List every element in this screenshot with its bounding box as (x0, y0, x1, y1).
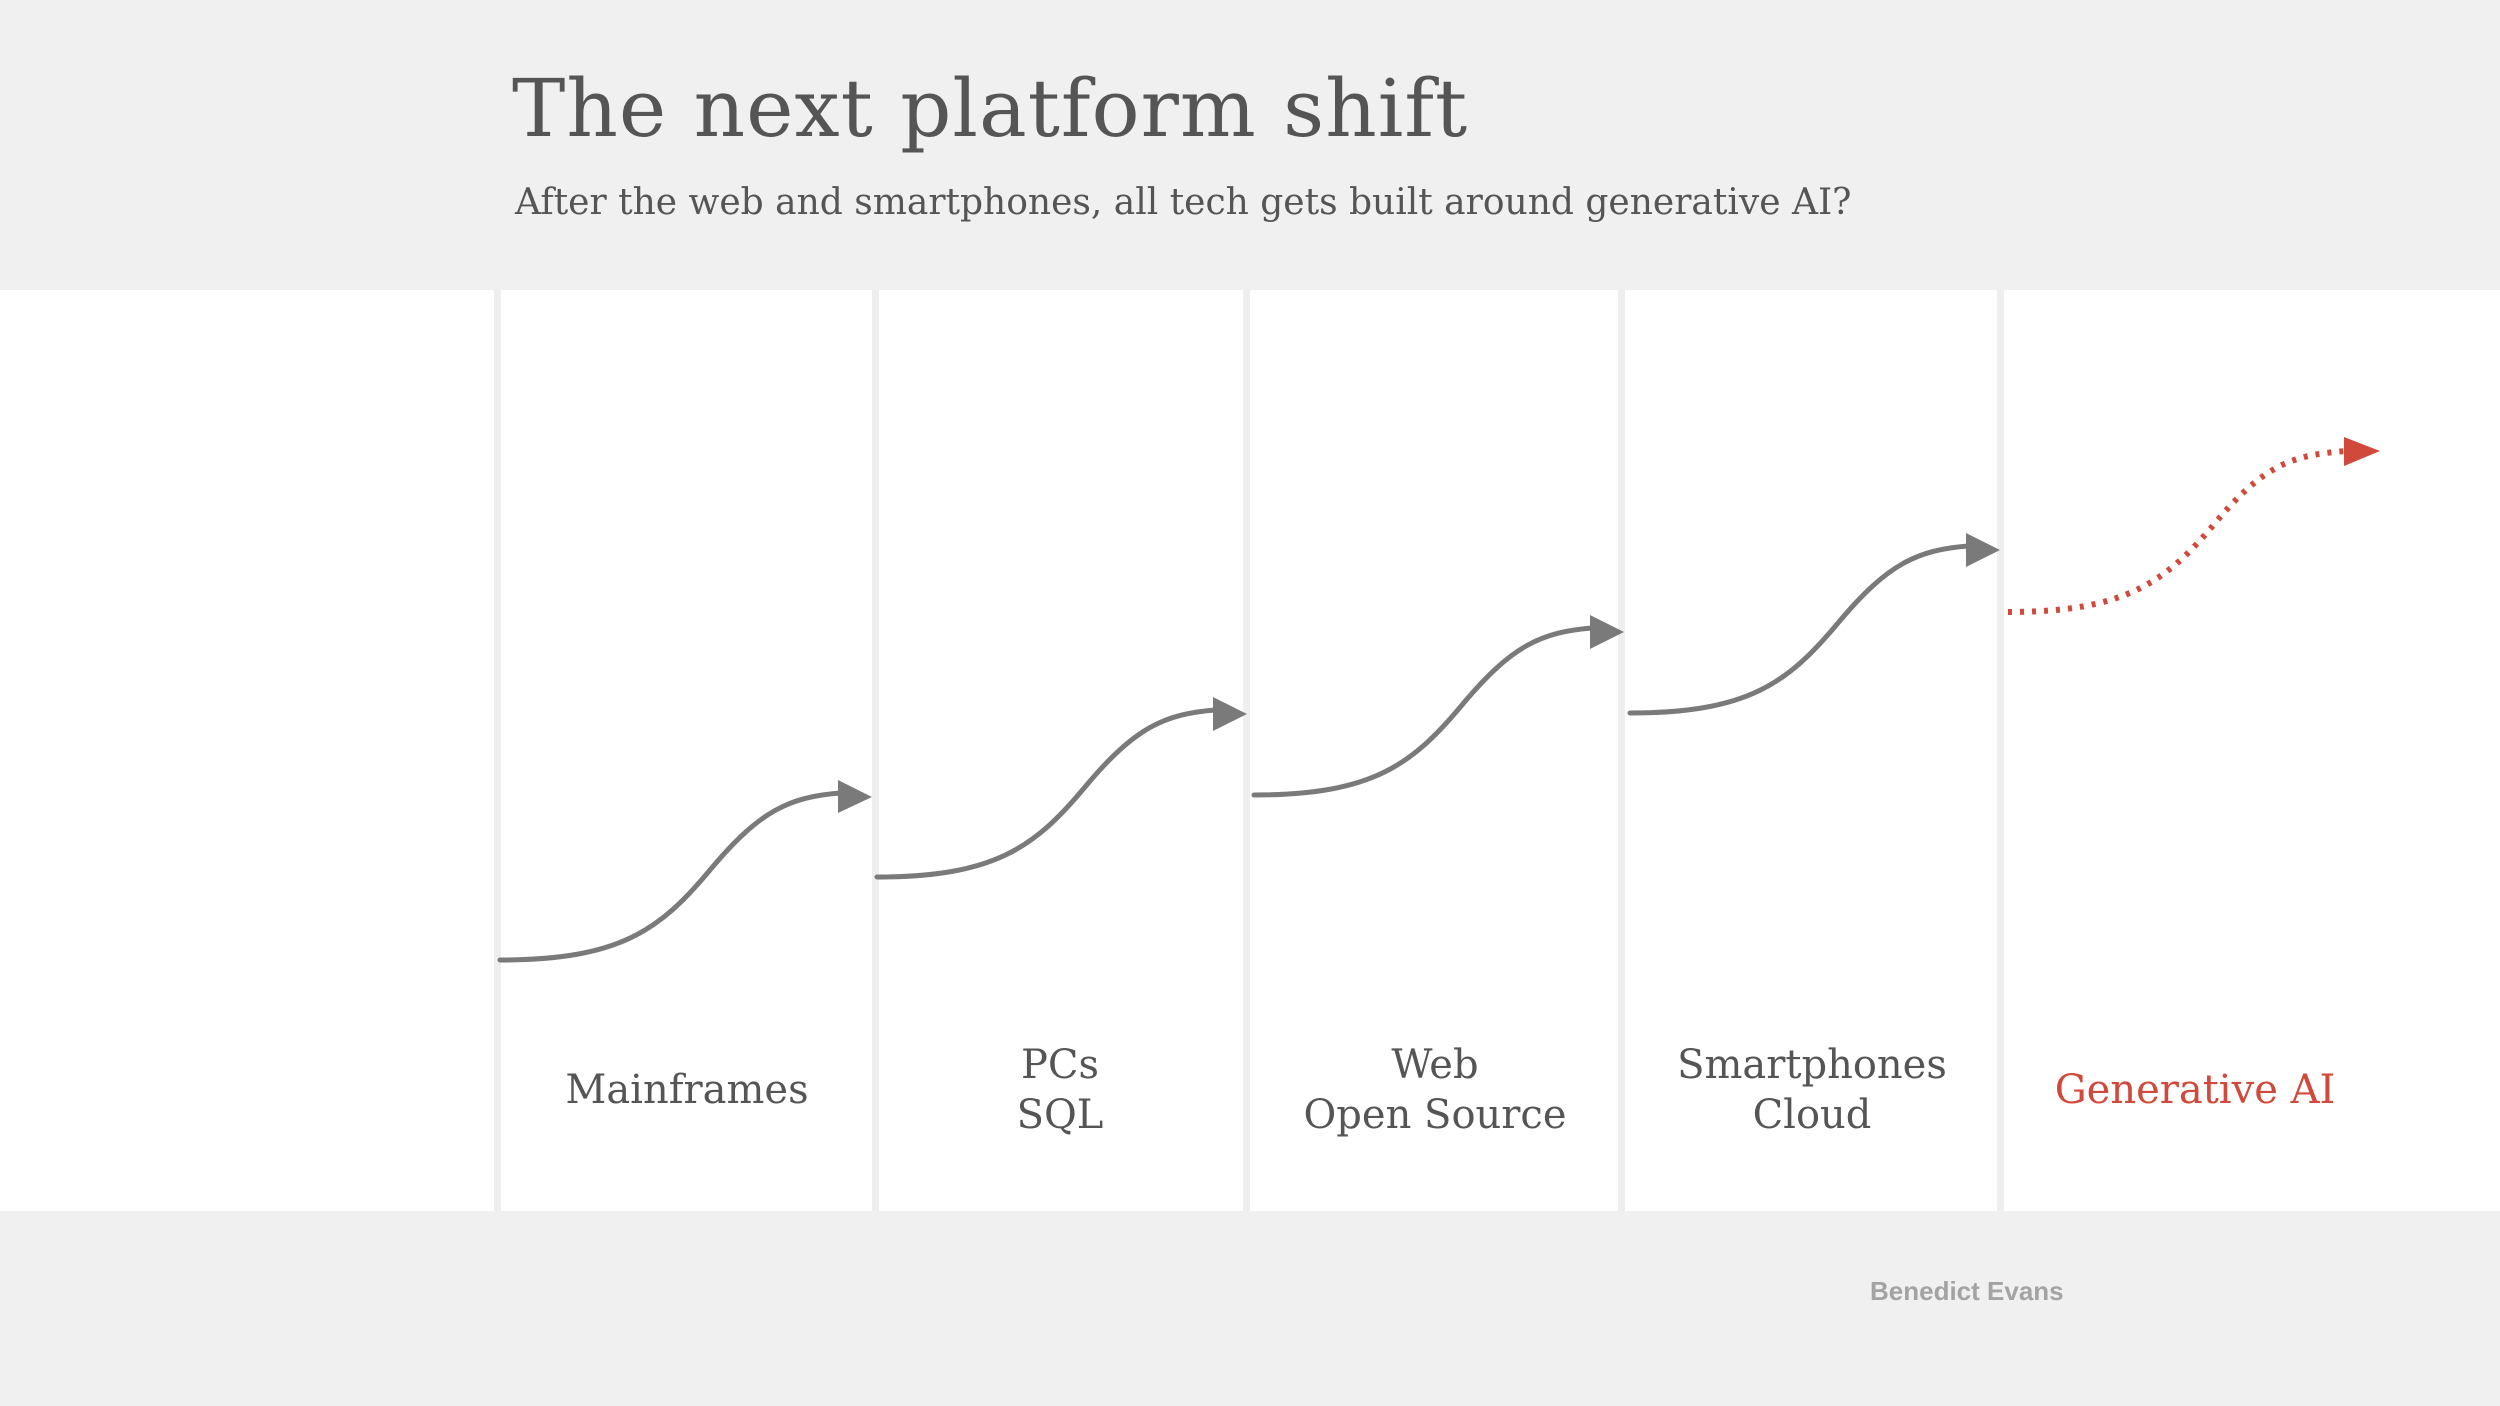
stage-label-web-open-source: Web Open Source (1247, 1020, 1623, 1160)
column-divider (1243, 290, 1250, 1211)
stage-label-line: PCs (1020, 1042, 1100, 1088)
page-title: The next platform shift (512, 62, 1469, 155)
column-divider (1618, 290, 1625, 1211)
stage-label-line: SQL (1016, 1092, 1104, 1138)
stage-label-line: Generative AI (2054, 1067, 2336, 1113)
author-credit: Benedict Evans (1870, 1276, 2064, 1306)
stage-label-generative-ai: Generative AI (2005, 1020, 2385, 1160)
footer (0, 1211, 2500, 1406)
stage-label-smartphones-cloud: Smartphones Cloud (1624, 1020, 2000, 1160)
column-divider (494, 290, 501, 1211)
stage-label-line: Mainframes (565, 1067, 809, 1113)
header: The next platform shift After the web an… (0, 0, 2500, 290)
column-divider (1997, 290, 2004, 1211)
stage-label-mainframes: Mainframes (499, 1020, 875, 1160)
diagram-band (0, 290, 2500, 1211)
stage-label-pcs-sql: PCs SQL (872, 1020, 1248, 1160)
stage-label-line: Web (1391, 1042, 1479, 1088)
stage-label-line: Open Source (1303, 1092, 1567, 1138)
stage-label-line: Smartphones (1677, 1042, 1947, 1088)
page-subtitle: After the web and smartphones, all tech … (515, 182, 1852, 223)
stage-label-line: Cloud (1752, 1092, 1872, 1138)
